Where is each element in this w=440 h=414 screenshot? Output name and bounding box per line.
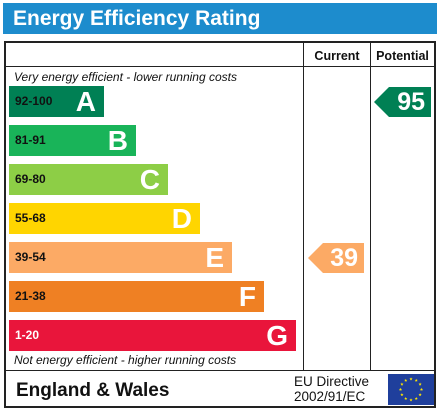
eu-star (404, 396, 408, 400)
current-column-header: Current (314, 49, 360, 63)
band-range-label: 81-91 (15, 133, 46, 147)
footer-divider (6, 370, 434, 371)
eu-star (419, 387, 424, 391)
eu-star (409, 398, 413, 402)
band-letter: A (75, 86, 96, 117)
band-letter: G (266, 320, 288, 351)
band-b: 81-91 B (9, 125, 136, 156)
band-c: 69-80 C (9, 164, 168, 195)
footer-directive: EU Directive 2002/91/EC (294, 374, 369, 404)
band-range-label: 92-100 (15, 94, 53, 108)
potential-rating-arrow: 95 (374, 86, 431, 117)
eu-star (414, 378, 418, 382)
eu-star (400, 393, 404, 397)
rating-value: 39 (330, 243, 358, 272)
column-divider-potential (370, 43, 371, 371)
band-g: 1-20 G (9, 320, 296, 351)
footer-country: England & Wales (16, 380, 170, 401)
eu-star (400, 382, 404, 386)
band-letter: B (107, 125, 128, 156)
band-d: 55-68 D (9, 203, 200, 234)
note-top: Very energy efficient - lower running co… (14, 70, 237, 84)
band-range-label: 55-68 (15, 211, 46, 225)
column-divider-current (303, 43, 304, 371)
page-title: Energy Efficiency Rating (13, 7, 261, 30)
eu-star (409, 377, 413, 381)
band-e: 39-54 E (9, 242, 232, 273)
band-letter: F (238, 281, 256, 312)
band-a: 92-100 A (9, 86, 104, 117)
note-bottom: Not energy efficient - higher running co… (14, 353, 237, 367)
band-f: 21-38 F (9, 281, 264, 312)
header-bar: Energy Efficiency Rating (3, 3, 437, 34)
band-range-label: 69-80 (15, 172, 46, 186)
eu-star (404, 378, 408, 382)
band-letter: D (171, 203, 192, 234)
potential-column-header: Potential (376, 49, 429, 63)
band-range-label: 39-54 (15, 250, 46, 264)
arrow-shape (374, 86, 431, 117)
current-rating-arrow: 39 (308, 242, 364, 273)
rating-table: Current Potential Very energy efficient … (4, 41, 436, 408)
eu-star (414, 396, 418, 400)
band-range-label: 1-20 (15, 328, 40, 342)
header-divider (6, 66, 434, 67)
eu-star (418, 382, 422, 386)
arrow-shape (308, 242, 364, 273)
band-range-label: 21-38 (15, 289, 46, 303)
band-letter: E (205, 242, 224, 273)
eu-star (418, 393, 422, 397)
rating-value: 95 (397, 87, 425, 116)
directive-line-1: EU Directive (294, 374, 370, 389)
eu-flag-icon (388, 374, 434, 405)
directive-line-2: 2002/91/EC (294, 389, 366, 404)
eu-star (398, 387, 403, 391)
band-letter: C (139, 164, 160, 195)
